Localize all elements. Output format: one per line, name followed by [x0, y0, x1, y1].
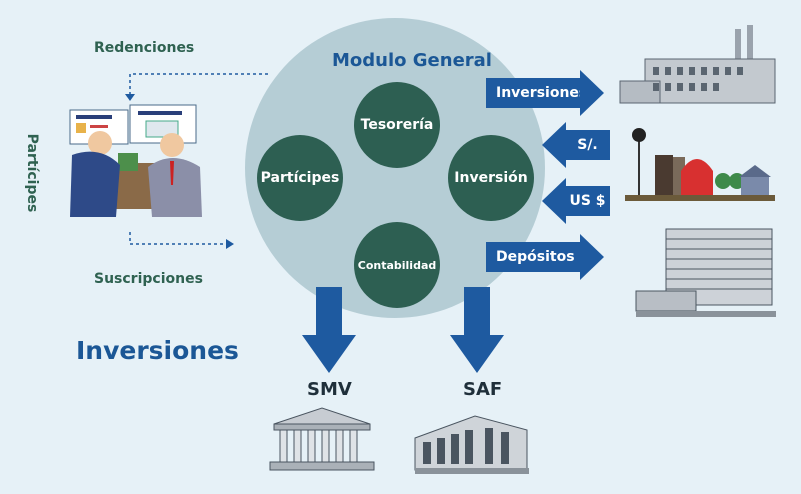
soles-in-arrow: S/. — [565, 130, 610, 160]
smv-building-illustration — [269, 407, 375, 471]
suscripciones-label: Suscripciones — [94, 271, 203, 287]
dolares-arrowhead — [542, 178, 566, 224]
inversiones-out-arrow: Inversiones — [486, 78, 587, 108]
farm-illustration — [625, 128, 775, 201]
bank-building-illustration — [635, 228, 776, 317]
inversiones-arrowhead — [580, 70, 604, 116]
saf-label: SAF — [463, 379, 503, 400]
soles-arrowhead — [542, 122, 566, 168]
factory-illustration — [619, 25, 776, 104]
module-title: Modulo General — [332, 50, 492, 71]
depositos-out-arrow: Depósitos — [486, 242, 581, 272]
dolares-in-arrow: US $ — [565, 186, 610, 216]
node-participes: Partícipes — [257, 135, 343, 221]
node-contabilidad: Contabilidad — [354, 222, 440, 308]
saf-down-arrow — [450, 287, 504, 373]
depositos-arrowhead — [580, 234, 604, 280]
inversiones-out-label: Inversiones — [496, 85, 588, 101]
smv-label: SMV — [307, 379, 352, 400]
redenciones-label: Redenciones — [94, 40, 195, 56]
smv-down-arrow — [302, 287, 356, 373]
node-inversion: Inversión — [448, 135, 534, 221]
inversiones-heading: Inversiones — [76, 336, 239, 365]
dolares-in-label: US $ — [569, 193, 606, 209]
depositos-out-label: Depósitos — [496, 249, 575, 265]
node-tesoreria: Tesorería — [354, 82, 440, 168]
meeting-illustration — [69, 104, 202, 217]
soles-in-label: S/. — [577, 137, 598, 153]
saf-building-illustration — [414, 415, 529, 474]
